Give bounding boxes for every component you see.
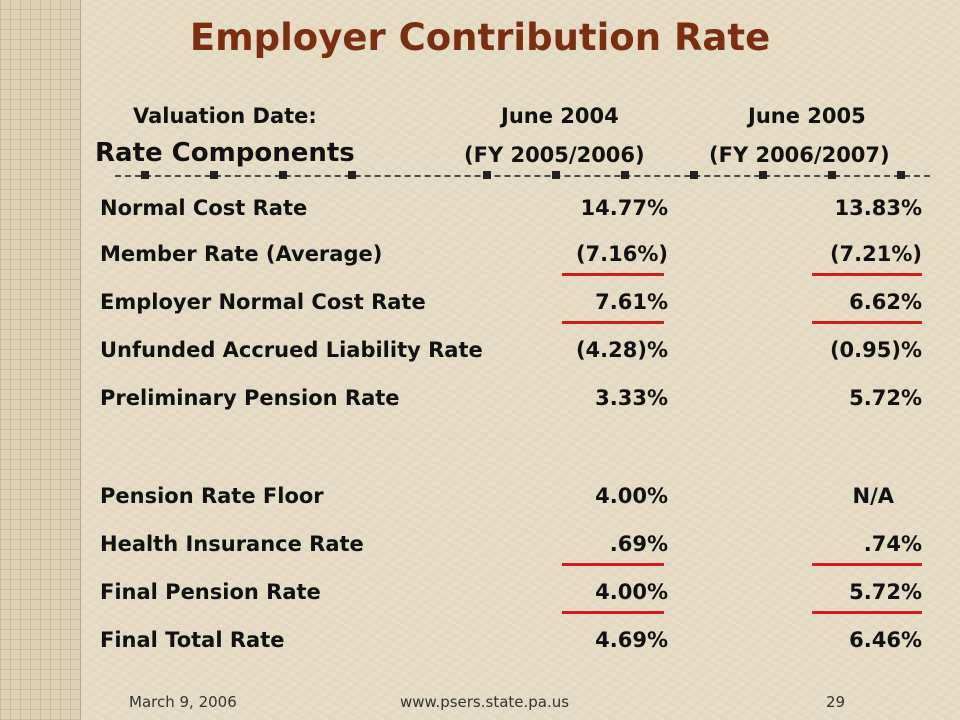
row-label: Unfunded Accrued Liability Rate xyxy=(100,338,483,362)
red-underline xyxy=(562,563,664,566)
col2-date: June 2005 xyxy=(748,104,866,128)
divider-dot xyxy=(210,171,218,179)
rate-row: Unfunded Accrued Liability Rate (4.28)% … xyxy=(0,338,960,372)
row-label: Preliminary Pension Rate xyxy=(100,386,400,410)
rate-row: Member Rate (Average) (7.16%) (7.21%) xyxy=(0,242,960,276)
divider-dot xyxy=(552,171,560,179)
divider-dot xyxy=(759,171,767,179)
divider-dot xyxy=(897,171,905,179)
row-value-2004: 3.33% xyxy=(595,386,668,410)
col1-fiscal-year: (FY 2005/2006) xyxy=(464,143,645,167)
row-value-2005: .74% xyxy=(863,532,922,556)
divider-dot xyxy=(348,171,356,179)
row-label: Health Insurance Rate xyxy=(100,532,364,556)
row-label: Pension Rate Floor xyxy=(100,484,324,508)
rate-row: Pension Rate Floor 4.00% N/A xyxy=(0,484,960,518)
row-label: Member Rate (Average) xyxy=(100,242,383,266)
rate-row: Final Pension Rate 4.00% 5.72% xyxy=(0,580,960,614)
footer-url: www.psers.state.pa.us xyxy=(400,693,570,711)
row-label: Final Total Rate xyxy=(100,628,285,652)
red-underline xyxy=(562,273,664,276)
row-value-2005: 6.46% xyxy=(849,628,922,652)
col1-date: June 2004 xyxy=(501,104,619,128)
row-label: Employer Normal Cost Rate xyxy=(100,290,426,314)
page-title: Employer Contribution Rate xyxy=(189,16,771,59)
row-value-2004: (4.28)% xyxy=(575,338,668,362)
row-value-2004: (7.16%) xyxy=(575,242,668,266)
divider-dot xyxy=(141,171,149,179)
rate-row: Preliminary Pension Rate 3.33% 5.72% xyxy=(0,386,960,420)
red-underline xyxy=(812,563,922,566)
rate-row: Normal Cost Rate 14.77% 13.83% xyxy=(0,196,960,230)
row-value-2005: 5.72% xyxy=(849,386,922,410)
col2-fiscal-year: (FY 2006/2007) xyxy=(709,143,890,167)
valuation-date-label: Valuation Date: xyxy=(133,104,317,128)
footer-date: March 9, 2006 xyxy=(129,693,237,711)
row-value-2005: N/A xyxy=(852,484,895,508)
row-value-2005: 6.62% xyxy=(849,290,922,314)
divider-dot xyxy=(279,171,287,179)
decorative-side-strip xyxy=(0,0,81,720)
red-underline xyxy=(812,611,922,614)
row-value-2004: .69% xyxy=(609,532,668,556)
red-underline xyxy=(812,273,922,276)
row-value-2005: 5.72% xyxy=(849,580,922,604)
rate-row: Final Total Rate 4.69% 6.46% xyxy=(0,628,960,662)
red-underline xyxy=(562,321,664,324)
row-label: Normal Cost Rate xyxy=(100,196,308,220)
row-value-2004: 4.69% xyxy=(595,628,668,652)
red-underline xyxy=(812,321,922,324)
row-value-2005: 13.83% xyxy=(834,196,922,220)
row-value-2004: 7.61% xyxy=(595,290,668,314)
header-divider xyxy=(115,175,930,177)
rate-row: Employer Normal Cost Rate 7.61% 6.62% xyxy=(0,290,960,324)
row-label: Final Pension Rate xyxy=(100,580,321,604)
divider-dot xyxy=(828,171,836,179)
row-value-2005: (0.95)% xyxy=(829,338,922,362)
row-value-2005: (7.21%) xyxy=(829,242,922,266)
divider-dot xyxy=(690,171,698,179)
footer-page-number: 29 xyxy=(826,693,846,711)
row-value-2004: 4.00% xyxy=(595,580,668,604)
background-texture xyxy=(81,0,960,720)
divider-dot xyxy=(483,171,491,179)
row-value-2004: 4.00% xyxy=(595,484,668,508)
rate-row: Health Insurance Rate .69% .74% xyxy=(0,532,960,566)
divider-dot xyxy=(621,171,629,179)
row-value-2004: 14.77% xyxy=(580,196,668,220)
red-underline xyxy=(562,611,664,614)
rate-components-label: Rate Components xyxy=(95,138,355,168)
